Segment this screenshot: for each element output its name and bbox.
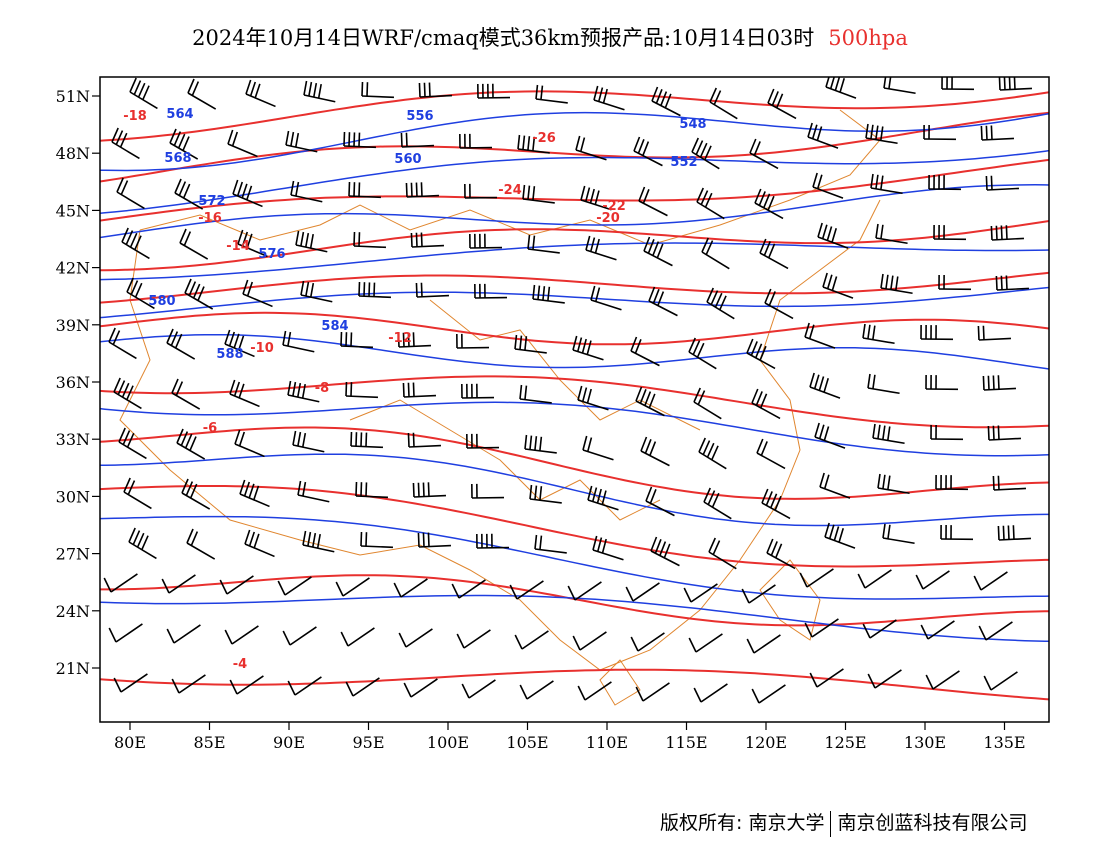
temperature-label: -18 <box>123 109 147 124</box>
company-text: 南京创蓝科技有限公司 <box>837 812 1028 834</box>
lat-tick-label: 36N <box>56 373 90 392</box>
lon-tick-label: 95E <box>352 733 384 752</box>
temperature-label: -12 <box>388 331 412 346</box>
lon-tick-label: 135E <box>983 733 1025 752</box>
geopotential-contours <box>100 111 1049 643</box>
lat-tick-label: 48N <box>56 144 90 163</box>
geopotential-label: 580 <box>148 294 175 309</box>
lat-tick-label: 24N <box>56 602 90 621</box>
geopotential-label: 556 <box>406 109 433 124</box>
geopotential-label: 572 <box>198 194 225 209</box>
lon-tick-label: 115E <box>665 733 707 752</box>
geopotential-label: 584 <box>321 319 348 334</box>
temperature-label: -16 <box>198 211 222 226</box>
lat-tick-label: 39N <box>56 316 90 335</box>
footer-separator <box>830 810 832 837</box>
lon-tick-label: 90E <box>273 733 305 752</box>
lat-tick-label: 21N <box>56 659 90 678</box>
lon-tick-label: 110E <box>586 733 628 752</box>
title-main: 2024年10月14日WRF/cmaq模式36km预报产品:10月14日03时 <box>192 26 815 50</box>
lat-tick-label: 30N <box>56 487 90 506</box>
temperature-label: -10 <box>250 341 274 356</box>
temperature-label: -14 <box>226 239 250 254</box>
geopotential-label: 576 <box>258 247 285 262</box>
footer: 版权所有: 南京大学 南京创蓝科技有限公司 <box>660 808 1027 837</box>
lat-tick-label: 51N <box>56 87 90 106</box>
title-level: 500hpa <box>828 26 908 50</box>
copyright-text: 版权所有: 南京大学 <box>660 812 825 834</box>
lat-axis: 51N 48N 45N 42N 39N 36N 33N 30N 27N 24N 21N <box>56 87 100 678</box>
lon-tick-label: 85E <box>193 733 225 752</box>
lon-axis: 80E 85E 90E 95E 100E 105E 110E 115E 120E 125E 130E… <box>114 722 1026 752</box>
temperature-label: -8 <box>315 381 329 396</box>
temperature-label: -24 <box>498 183 522 198</box>
geopotential-label: 568 <box>164 151 191 166</box>
map-frame <box>99 76 1050 723</box>
lon-tick-label: 130E <box>904 733 946 752</box>
geopotential-label: 552 <box>670 155 697 170</box>
temperature-label: -26 <box>532 131 556 146</box>
geopotential-label: 548 <box>679 117 706 132</box>
admin-boundaries <box>119 109 881 706</box>
lon-tick-label: 80E <box>114 733 146 752</box>
wind-barbs <box>103 77 1032 704</box>
chart-title: 2024年10月14日WRF/cmaq模式36km预报产品:10月14日03时 5… <box>0 22 1100 52</box>
geopotential-label: 564 <box>166 107 193 122</box>
temperature-contours <box>100 90 1049 701</box>
lat-tick-label: 27N <box>56 545 90 564</box>
lat-tick-label: 42N <box>56 259 90 278</box>
lon-tick-label: 105E <box>506 733 548 752</box>
lon-tick-label: 100E <box>427 733 469 752</box>
lon-tick-label: 120E <box>745 733 787 752</box>
geopotential-label: 560 <box>394 152 421 167</box>
temperature-label: -20 <box>596 211 620 226</box>
temperature-label: -22 <box>602 199 626 214</box>
geopotential-label: 588 <box>216 347 243 362</box>
lon-tick-label: 125E <box>824 733 866 752</box>
temperature-label: -6 <box>203 421 217 436</box>
lat-tick-label: 45N <box>56 201 90 220</box>
lat-tick-label: 33N <box>56 430 90 449</box>
temperature-label: -4 <box>233 657 247 672</box>
